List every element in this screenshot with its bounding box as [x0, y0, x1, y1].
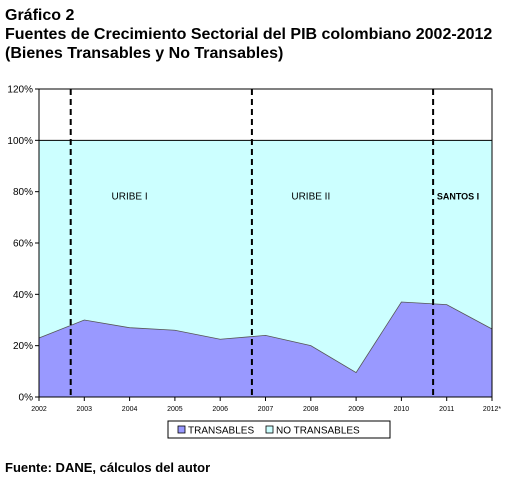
x-tick-label: 2010 [394, 406, 410, 413]
legend-box [167, 420, 391, 439]
chart-title-line-1: Gráfico 2 [5, 7, 75, 24]
x-tick-label: 2002 [31, 406, 47, 413]
legend-swatch-no-transables [265, 425, 274, 434]
chart-title-line-3: (Bienes Transables y No Transables) [5, 45, 284, 62]
legend-swatch-transables [177, 425, 186, 434]
chart-title-block: Gráfico 2 Fuentes de Crecimiento Sectori… [5, 6, 492, 63]
period-annotation: URIBE I [112, 191, 148, 202]
x-tick-label: 2009 [348, 406, 364, 413]
chart-title-line-2: Fuentes de Crecimiento Sectorial del PIB… [5, 26, 493, 43]
y-tick-label: 0% [19, 393, 34, 404]
legend-label-transables: TRANSABLES [188, 426, 254, 437]
x-tick-label: 2005 [167, 406, 183, 413]
series-area-no-transables [39, 140, 492, 373]
y-tick-label: 100% [7, 136, 33, 147]
period-annotation: URIBE II [291, 191, 330, 202]
x-tick-label: 2006 [212, 406, 228, 413]
x-tick-label: 2008 [303, 406, 319, 413]
x-tick-label: 2012* [483, 406, 502, 413]
legend-label-no-transables: NO TRANSABLES [276, 426, 360, 437]
x-tick-label: 2003 [77, 406, 93, 413]
x-tick-label: 2007 [258, 406, 274, 413]
y-tick-label: 60% [13, 239, 33, 250]
y-tick-label: 20% [13, 341, 33, 352]
x-tick-label: 2011 [439, 406, 454, 413]
x-tick-label: 2004 [122, 406, 138, 413]
series-line-transables [38, 301, 493, 374]
y-tick-label: 80% [13, 187, 33, 198]
y-tick-label: 40% [13, 290, 33, 301]
source-note: Fuente: DANE, cálculos del autor [5, 460, 211, 475]
period-annotation: SANTOS I [437, 191, 479, 201]
series-area-transables [39, 302, 492, 397]
y-tick-label: 120% [7, 85, 33, 96]
